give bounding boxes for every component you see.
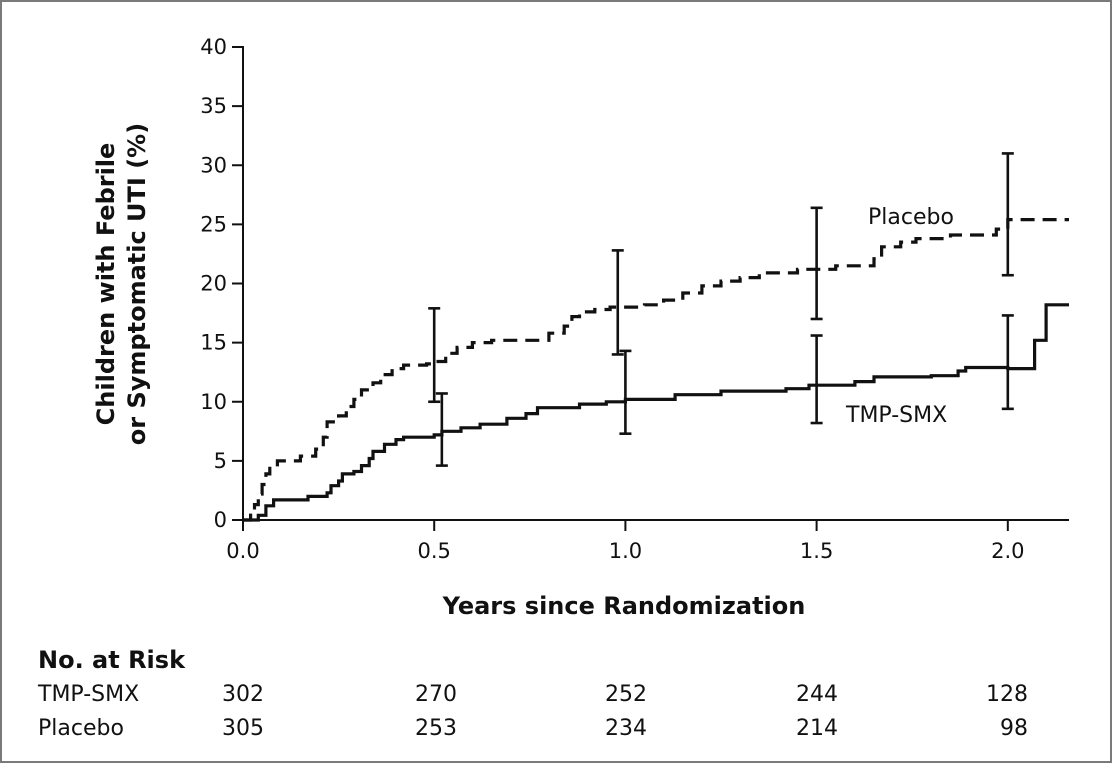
y-axis-title-line-2: or Symptomatic UTI (%): [123, 123, 151, 445]
error-bar: [1001, 152, 1014, 277]
x-tick-label: 0.5: [418, 539, 451, 563]
y-axis-title-line-1: Children with Febrile: [92, 143, 120, 426]
series-line-tmp-smx: [243, 303, 1069, 522]
risk-cell: 244: [796, 682, 838, 707]
error-bar: [619, 349, 632, 435]
y-tick-label: 25: [200, 212, 227, 236]
risk-cell: 253: [415, 716, 457, 741]
x-tick-label: 0.0: [226, 539, 259, 563]
y-tick-label: 15: [200, 331, 227, 355]
risk-cell: 98: [1000, 716, 1028, 741]
x-axis-title: Years since Randomization: [442, 592, 806, 620]
y-tick-label: 20: [200, 272, 227, 296]
y-tick-label: 35: [200, 94, 227, 118]
risk-cell: 214: [796, 716, 838, 741]
error-bar: [435, 392, 448, 467]
risk-table: TMP-SMX 302 270 252 244 128 Placebo 305 253 234 21…: [37, 682, 1028, 741]
risk-cell: 252: [605, 682, 647, 707]
y-tick-label: 5: [214, 449, 227, 473]
x-tick-label: 1.0: [609, 539, 642, 563]
x-tick-label: 2.0: [991, 539, 1024, 563]
series-label-placebo: Placebo: [868, 205, 954, 230]
y-tick-label: 0: [214, 508, 227, 532]
error-bar: [611, 249, 624, 356]
y-tick-label: 40: [200, 35, 227, 59]
risk-cell: 302: [222, 682, 264, 707]
risk-cell: 305: [222, 716, 264, 741]
risk-cell: 270: [415, 682, 457, 707]
series-label-tmp-smx: TMP-SMX: [845, 403, 947, 428]
series-line-placebo: [243, 218, 1069, 522]
y-axis-title: Children with Febrile or Symptomatic UTI…: [92, 123, 151, 445]
error-bar: [810, 206, 823, 321]
y-tick-label: 30: [200, 153, 227, 177]
risk-cell: 128: [986, 682, 1028, 707]
error-bar: [810, 334, 823, 425]
error-bar: [428, 307, 441, 404]
risk-row-label: TMP-SMX: [37, 682, 139, 707]
risk-cell: 234: [605, 716, 647, 741]
risk-row-label: Placebo: [38, 716, 124, 741]
risk-table-title: No. at Risk: [38, 646, 186, 674]
y-tick-label: 10: [200, 390, 227, 414]
error-bar: [1001, 314, 1014, 411]
x-tick-label: 1.5: [800, 539, 833, 563]
